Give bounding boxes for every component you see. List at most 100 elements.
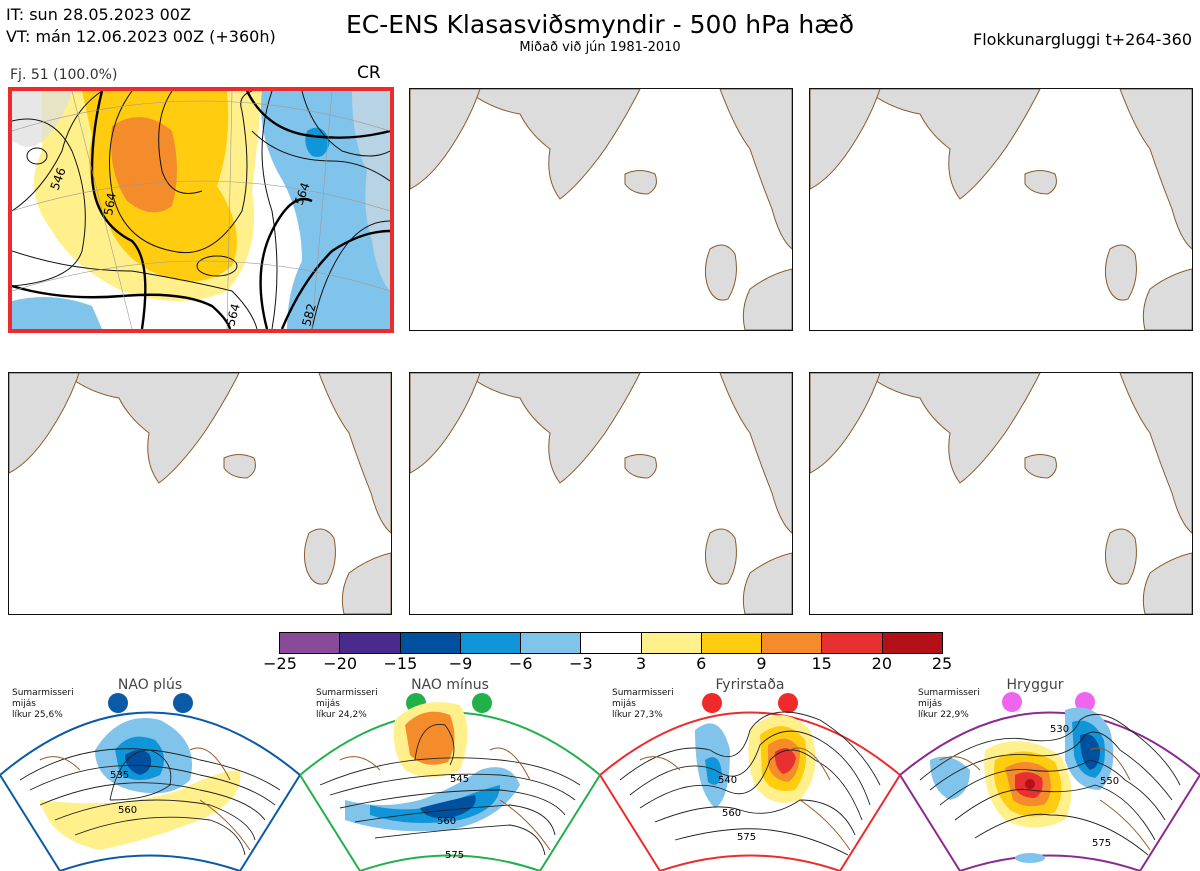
land-iceland xyxy=(624,454,657,479)
contour-label: 560 xyxy=(118,805,137,816)
cluster-info: Sumarmisseri mijás líkur 25,6% xyxy=(12,688,74,721)
cluster-dot xyxy=(173,693,193,713)
contour-label: 564 xyxy=(101,192,119,217)
colorbar-tick-label: 25 xyxy=(931,654,953,673)
land-scandinavia xyxy=(318,373,391,534)
land-british-isles xyxy=(303,528,336,585)
land-ellesmere xyxy=(810,89,881,190)
contour-label: 575 xyxy=(737,832,756,843)
colorbar-segment xyxy=(280,633,341,653)
cluster-title: Hryggur xyxy=(1006,677,1064,693)
colorbar-segment xyxy=(822,633,883,653)
contour-label: 582 xyxy=(299,302,318,328)
cluster-title: NAO mínus xyxy=(411,677,489,693)
land-greenland xyxy=(12,91,72,147)
cluster-mean: mijás xyxy=(612,699,636,709)
colorbar-segment xyxy=(882,633,942,653)
cluster-prob: líkur 27,3% xyxy=(612,710,663,720)
colorbar-segment xyxy=(460,633,522,653)
cluster-season: Sumarmisseri xyxy=(612,688,674,698)
land-europe xyxy=(1142,268,1192,330)
land-ellesmere xyxy=(810,373,881,474)
valid-time: VT: mán 12.06.2023 00Z (+360h) xyxy=(6,27,276,46)
land-europe xyxy=(1142,552,1192,614)
colorbar-tick-label: 6 xyxy=(696,654,707,673)
land-scandinavia xyxy=(352,91,390,291)
land-greenland xyxy=(864,89,1041,200)
classification-window: Flokkunargluggi t+264-360 xyxy=(973,30,1192,49)
colorbar-tick-label: −3 xyxy=(569,654,593,673)
cluster-info: Sumarmisseri mijás líkur 22,9% xyxy=(918,688,980,721)
cluster-map-ridge: 530 550 575 xyxy=(900,707,1200,871)
cluster-map-2[interactable] xyxy=(409,88,793,331)
cluster-map-blocking: 540 560 575 xyxy=(600,711,900,871)
contour-label: 545 xyxy=(450,774,469,785)
cluster-map-4[interactable] xyxy=(8,372,392,615)
cluster-mean: mijás xyxy=(316,699,340,709)
regime-label: CR xyxy=(357,63,381,83)
cluster-prob: líkur 25,6% xyxy=(12,710,63,720)
colorbar-segment xyxy=(641,633,702,653)
colorbar-segment xyxy=(340,633,401,653)
land-ellesmere xyxy=(9,373,80,474)
cluster-title: NAO plús xyxy=(117,677,183,693)
cluster-title: Fyrirstaða xyxy=(715,677,785,693)
page-subtitle: Miðað við jún 1981-2010 xyxy=(519,40,681,55)
colorbar-tick-label: −15 xyxy=(383,654,418,673)
land-ellesmere xyxy=(410,89,481,190)
colorbar-tick-label: 3 xyxy=(635,654,647,673)
cluster-mean: mijás xyxy=(918,699,942,709)
colorbar-tick-label: −25 xyxy=(263,654,297,673)
colorbar-tick-label: 9 xyxy=(756,654,767,673)
cluster-dot xyxy=(108,693,128,713)
land-scandinavia xyxy=(1119,89,1192,250)
contour-label: 550 xyxy=(1100,776,1119,787)
run-info: IT: sun 28.05.2023 00Z VT: mán 12.06.202… xyxy=(6,4,276,48)
land-iceland xyxy=(1024,170,1057,195)
anomaly-positive-core xyxy=(111,117,177,213)
land-iceland xyxy=(624,170,657,195)
colorbar-segment xyxy=(581,633,642,653)
land-british-isles xyxy=(1104,244,1137,301)
cluster-season: Sumarmisseri xyxy=(12,688,74,698)
cluster-map-3[interactable] xyxy=(809,88,1193,331)
land-greenland xyxy=(464,373,641,484)
cluster-prob: líkur 24,2% xyxy=(316,710,367,720)
cluster-map-5[interactable] xyxy=(409,372,793,615)
land-scandinavia xyxy=(719,89,792,250)
cluster-dot xyxy=(1075,692,1095,712)
page-title: EC-ENS Klasasviðsmyndir - 500 hPa hæð xyxy=(345,10,855,39)
land-british-isles xyxy=(704,244,737,301)
contour-label: 575 xyxy=(1092,838,1111,849)
cluster-dot xyxy=(702,693,722,713)
colorbar xyxy=(279,632,943,654)
colorbar-tick-label: 15 xyxy=(811,654,832,673)
contour-label: 560 xyxy=(722,808,741,819)
cluster-map-6[interactable] xyxy=(809,372,1193,615)
cluster-map-1[interactable]: 546 564 564 582 564 xyxy=(8,87,394,333)
cluster-dot xyxy=(1002,692,1022,712)
land-iceland xyxy=(223,454,256,479)
contour-label: 575 xyxy=(445,850,464,861)
colorbar-tick-label: −20 xyxy=(323,654,358,673)
land-iceland xyxy=(1024,454,1057,479)
contour-label: 564 xyxy=(223,302,242,328)
land-scandinavia xyxy=(719,373,792,534)
land-europe xyxy=(742,552,792,614)
land-scandinavia xyxy=(1119,373,1192,534)
colorbar-segment xyxy=(521,633,582,653)
anomaly-negative-west xyxy=(12,297,102,329)
anomaly-negative-east xyxy=(261,91,390,329)
colorbar-segment xyxy=(701,633,763,653)
contour-label: 535 xyxy=(110,770,129,781)
cluster-info: Sumarmisseri mijás líkur 27,3% xyxy=(612,688,674,721)
cluster-dot xyxy=(472,693,492,713)
cluster-prob: líkur 22,9% xyxy=(918,710,969,720)
contour-label: 560 xyxy=(437,816,456,827)
colorbar-tick-label: −9 xyxy=(448,654,473,673)
contour-label: 530 xyxy=(1050,724,1069,735)
cluster-dot xyxy=(778,693,798,713)
land-greenland xyxy=(864,373,1041,484)
cluster-season: Sumarmisseri xyxy=(316,688,378,698)
cluster-map-nao-minus: 545 560 575 xyxy=(300,702,600,871)
